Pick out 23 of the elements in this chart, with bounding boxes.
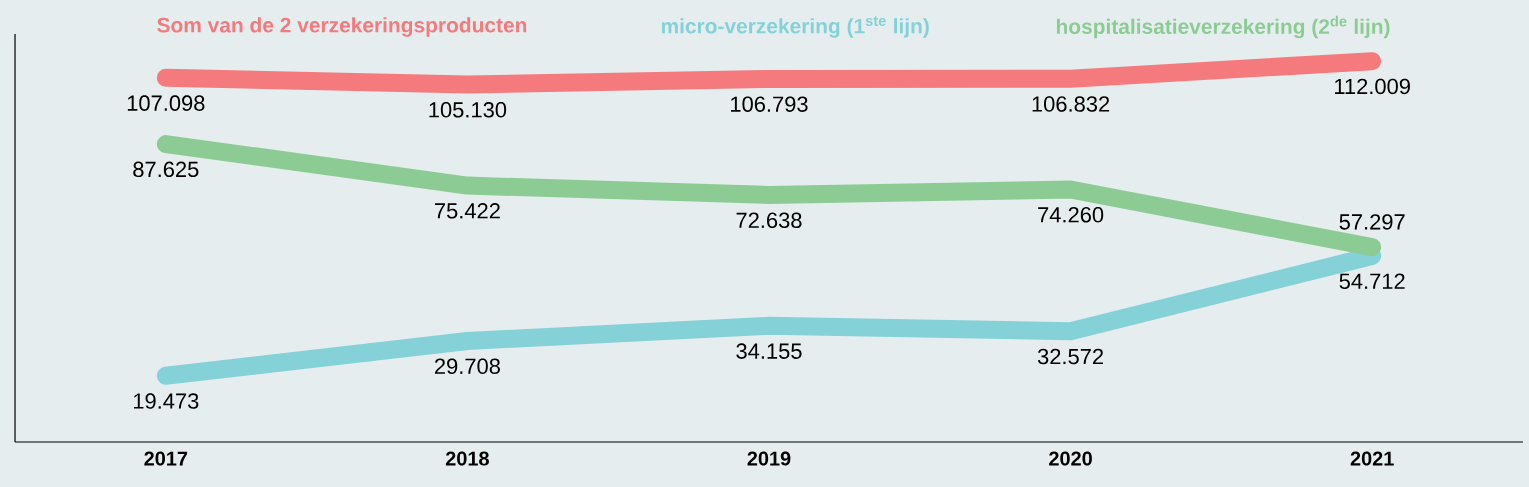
text: hospitalisatieverzekering (2$^{de}$ lijn) (1056, 15, 1390, 39)
data-label: 72.638 (736, 212, 802, 229)
text: micro-verzekering (1$^{ste}$ lijn) (661, 16, 929, 38)
data-label: 75.422 (435, 203, 500, 219)
data-label: 106.832 (1032, 96, 1110, 112)
data-label: 57.297 (1339, 214, 1405, 230)
data-label: 112.009 (1335, 78, 1410, 95)
x-tick-label: 2020 (1049, 451, 1092, 466)
data-label: 54.712 (1339, 273, 1405, 290)
x-tick-label: 2021 (1350, 451, 1394, 466)
data-label: 107.098 (127, 95, 205, 111)
data-label: 29.708 (434, 358, 500, 375)
x-tick-label: 2018 (445, 451, 489, 466)
data-label: 87.625 (133, 161, 199, 178)
x-tick-label: 2017 (144, 451, 188, 466)
data-label: 19.473 (133, 393, 199, 409)
data-label: 34.155 (736, 343, 802, 359)
data-label: 32.572 (1037, 348, 1103, 365)
data-label: 74.260 (1038, 207, 1104, 223)
x-tick-label: 2019 (747, 451, 791, 466)
data-label: 105.130 (429, 102, 507, 118)
text: Som van de 2 verzekeringsproducten (157, 17, 527, 37)
data-label: 106.793 (731, 96, 808, 112)
